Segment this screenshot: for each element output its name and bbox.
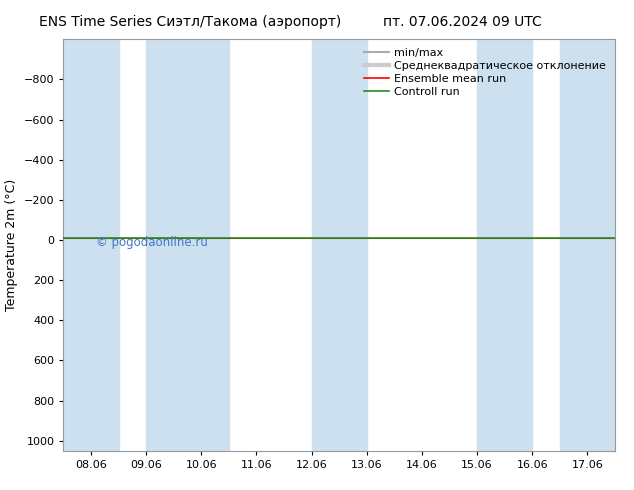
Bar bbox=[560, 39, 615, 451]
Bar bbox=[477, 39, 533, 451]
Bar bbox=[63, 39, 119, 451]
Legend: min/max, Среднеквадратическое отклонение, Ensemble mean run, Controll run: min/max, Среднеквадратическое отклонение… bbox=[361, 45, 609, 100]
Bar bbox=[312, 39, 366, 451]
Text: пт. 07.06.2024 09 UTC: пт. 07.06.2024 09 UTC bbox=[384, 15, 542, 29]
Bar bbox=[146, 39, 229, 451]
Text: © pogodaonline.ru: © pogodaonline.ru bbox=[96, 237, 209, 249]
Y-axis label: Temperature 2m (°C): Temperature 2m (°C) bbox=[5, 179, 18, 311]
Text: ENS Time Series Сиэтл/Такома (аэропорт): ENS Time Series Сиэтл/Такома (аэропорт) bbox=[39, 15, 341, 29]
